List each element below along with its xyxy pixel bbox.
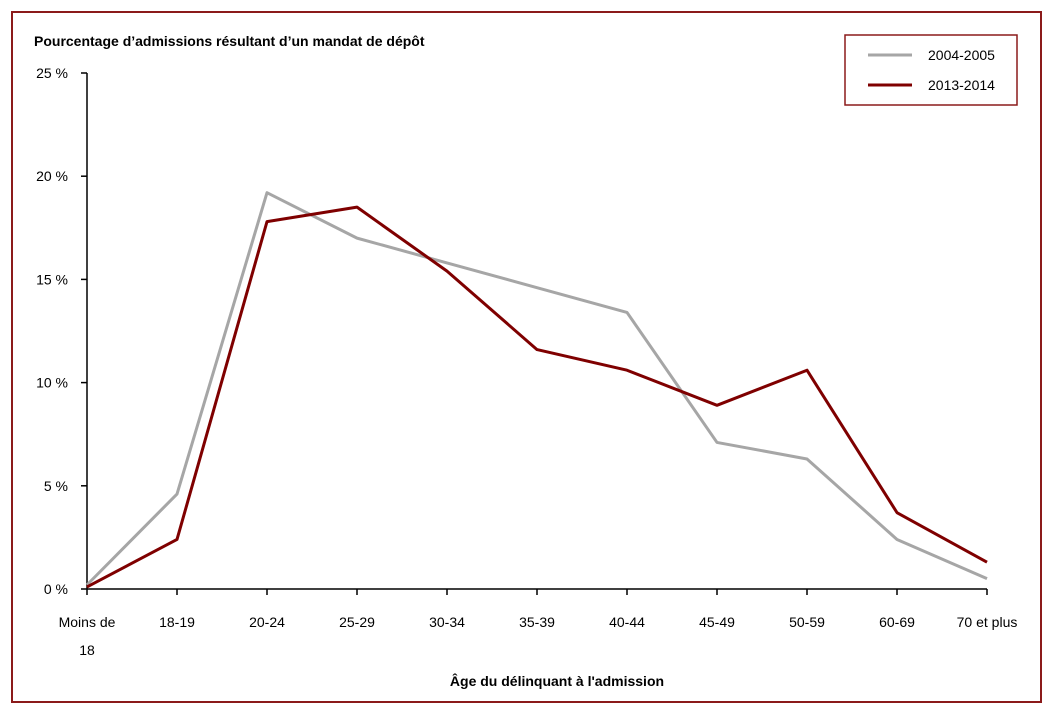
x-tick-label: 60-69	[879, 614, 915, 630]
y-tick-label: 15 %	[36, 271, 68, 287]
y-tick-label: 5 %	[44, 478, 68, 494]
x-tick-label: 35-39	[519, 614, 555, 630]
x-tick-label: 18-19	[159, 614, 195, 630]
legend-label: 2004-2005	[928, 47, 995, 63]
x-axis-title: Âge du délinquant à l'admission	[450, 672, 664, 689]
legend-label: 2013-2014	[928, 77, 995, 93]
x-tick-label: 45-49	[699, 614, 735, 630]
y-tick-label: 25 %	[36, 65, 68, 81]
legend: 2004-2005 2013-2014	[844, 34, 1018, 106]
chart-title: Pourcentage d’admissions résultant d’un …	[34, 33, 425, 49]
x-tick-label: 40-44	[609, 614, 645, 630]
legend-box	[844, 34, 1018, 106]
x-tick-label: 20-24	[249, 614, 285, 630]
x-tick-label: Moins de 18	[59, 614, 116, 658]
series-line-2004-2005	[85, 191, 988, 586]
series-line-2013-2014	[86, 205, 988, 589]
y-tick-label: 20 %	[36, 168, 68, 184]
x-tick-label: 30-34	[429, 614, 465, 630]
y-tick-label: 10 %	[36, 375, 68, 391]
x-tick-label: 70 et plus	[957, 614, 1018, 630]
x-tick-label: 25-29	[339, 614, 375, 630]
axes: 0 % 5 % 10 % 15 % 20 % 25 % Moins de 18 18-19 20-…	[36, 65, 1017, 658]
x-tick-label: 50-59	[789, 614, 825, 630]
chart-frame	[11, 11, 1042, 703]
y-tick-label: 0 %	[44, 581, 68, 597]
series-lines	[85, 191, 988, 589]
